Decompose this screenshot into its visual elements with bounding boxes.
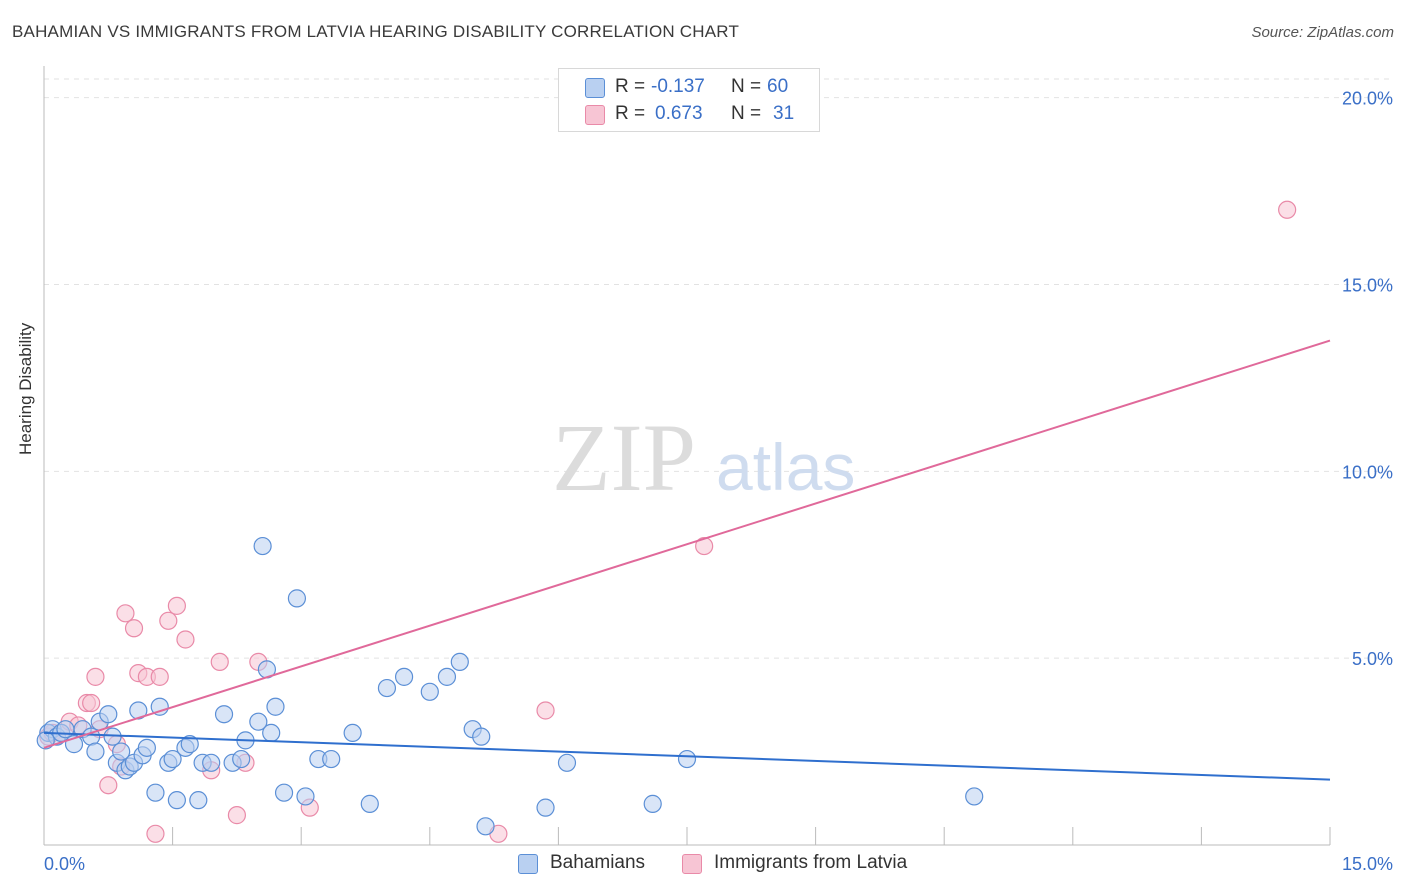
gridlines [44,78,1392,659]
data-point [450,652,469,672]
y-tick-labels: 5.0% 10.0% 15.0% 20.0% [1342,89,1393,669]
data-point [82,693,101,713]
series-immigrants-from-latvia [39,200,1297,843]
bottom-legend-label: Bahamians [550,852,646,873]
data-point [287,589,307,608]
data-point [394,667,414,686]
data-point [86,742,105,761]
source-label: Source: ZipAtlas.com [1251,24,1394,41]
data-point [296,787,315,806]
data-point [210,652,229,672]
trend-line-bahamians [43,731,1331,781]
legend-r-value: -0.137 [651,76,705,97]
data-point [167,791,186,810]
data-point [536,701,555,720]
legend-n-value: 60 [767,76,789,97]
data-point [167,596,186,615]
x-tick-label: 15.0% [1342,854,1393,874]
data-point [1278,200,1297,219]
y-tick-label: 15.0% [1342,276,1393,296]
data-point [202,753,221,772]
legend-n-label: N = [731,103,762,124]
data-point [112,742,131,761]
data-point [266,697,285,716]
data-point [137,738,156,757]
data-point [159,611,178,630]
data-point [253,536,272,556]
stats-legend: R = -0.137 N = 60 R = 0.673 N = 31 [558,68,820,132]
y-tick-label: 10.0% [1342,462,1393,482]
data-point [343,723,362,743]
legend-n-value: 31 [773,103,795,124]
data-point [437,667,457,686]
data-point [965,787,984,806]
data-point [249,712,268,731]
data-point [150,667,169,686]
x-tick-label: 0.0% [44,854,85,874]
data-point [36,731,55,750]
data-point [189,791,208,810]
legend-r-label: R = [615,103,646,124]
legend-swatch-pink [585,105,605,125]
data-point [420,682,439,701]
data-point [214,705,234,724]
y-tick-label: 5.0% [1352,649,1393,669]
data-point [377,678,397,698]
bottom-legend-swatch-pink [682,854,702,874]
data-point [146,783,165,802]
trend-line-latvia [43,339,1331,749]
data-point [124,619,144,638]
data-point [56,720,75,739]
data-point [103,727,122,746]
legend-r-label: R = [615,76,646,97]
watermark-atlas: atlas [716,430,855,504]
data-point [163,749,182,769]
data-point [557,753,577,772]
data-point [150,697,169,716]
y-tick-label: 20.0% [1342,89,1393,109]
data-point [472,727,491,746]
data-point [360,794,379,813]
legend-swatch-blue [585,78,605,98]
x-tick-labels: 0.0% 15.0% [44,854,1393,874]
data-point [232,749,251,769]
data-point [274,783,294,802]
data-point [695,536,714,556]
data-point [146,824,165,843]
data-point [176,630,195,649]
bottom-legend-label: Immigrants from Latvia [714,852,908,873]
data-point [116,604,135,623]
bottom-legend-swatch-blue [518,854,538,874]
data-point [476,817,495,836]
data-point [86,667,105,686]
data-point [536,798,555,817]
legend-n-label: N = [731,76,762,97]
data-point [262,723,281,743]
watermark-zip: ZIP [552,404,696,511]
data-point [180,735,199,754]
data-point [99,705,118,724]
data-point [322,749,341,769]
data-point [99,776,118,795]
data-point [677,749,697,769]
chart-title: BAHAMIAN VS IMMIGRANTS FROM LATVIA HEARI… [12,22,740,41]
trend-lines [43,339,1331,781]
series-bahamians [36,536,984,836]
axes [43,66,1331,846]
legend-r-value: 0.673 [655,103,703,124]
data-point [643,794,662,813]
data-point [227,806,246,825]
